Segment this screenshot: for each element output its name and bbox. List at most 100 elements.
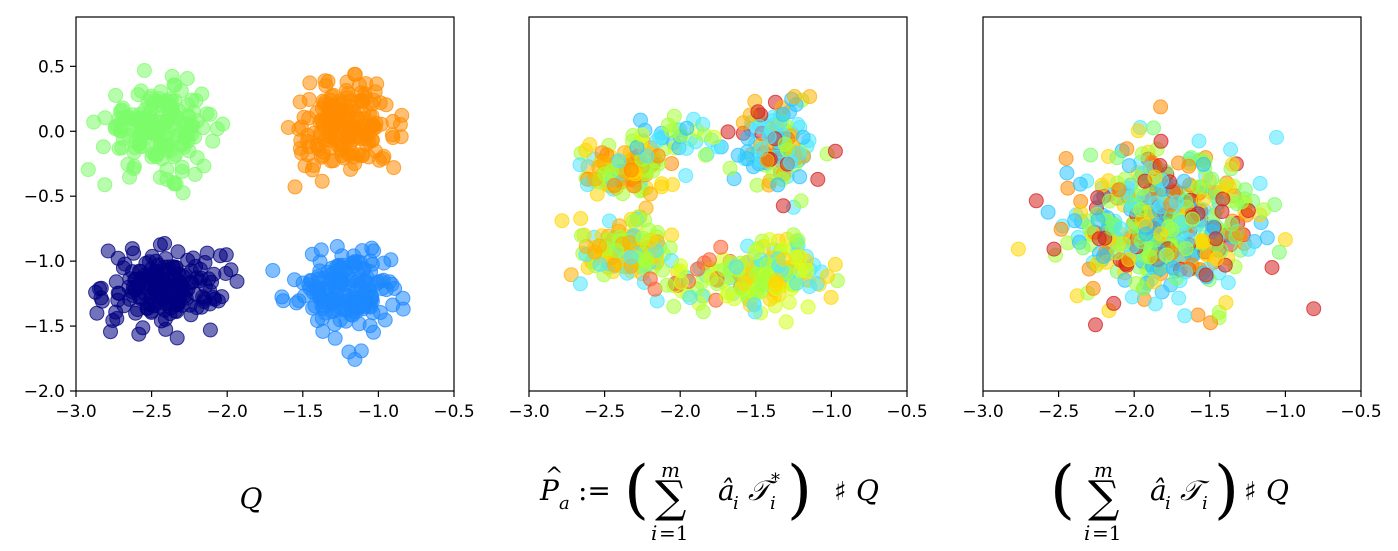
- point: [287, 179, 303, 195]
- point: [793, 263, 809, 279]
- point: [792, 169, 808, 185]
- point: [302, 75, 318, 91]
- point: [1075, 240, 1091, 256]
- point: [109, 118, 125, 133]
- point: [690, 261, 705, 277]
- point: [1085, 280, 1101, 296]
- point: [1058, 151, 1074, 166]
- point: [291, 121, 307, 137]
- point: [175, 136, 191, 152]
- point: [673, 274, 689, 290]
- point: [1102, 193, 1118, 209]
- point: [311, 271, 327, 287]
- svg-text:): ): [787, 453, 812, 527]
- point: [318, 78, 334, 94]
- svg-text::=: :=: [578, 474, 611, 507]
- point: [1224, 156, 1240, 172]
- point: [1124, 289, 1140, 305]
- caption-left: Q: [240, 482, 263, 515]
- point: [1223, 142, 1239, 157]
- point: [698, 147, 713, 163]
- point: [309, 287, 325, 302]
- point: [210, 293, 226, 309]
- point: [1109, 150, 1125, 166]
- point: [1095, 248, 1111, 264]
- point: [572, 276, 588, 292]
- point: [180, 97, 196, 113]
- point: [554, 213, 570, 229]
- point: [108, 304, 124, 320]
- point: [1240, 241, 1256, 257]
- point: [609, 243, 624, 259]
- point: [185, 250, 201, 266]
- point: [819, 268, 835, 284]
- point: [196, 158, 212, 174]
- point: [174, 163, 190, 179]
- svg-text:P: P: [539, 474, 560, 507]
- point: [1153, 99, 1169, 115]
- point: [1146, 120, 1161, 136]
- point: [623, 249, 639, 265]
- point: [131, 326, 147, 342]
- point: [209, 121, 225, 137]
- x-tick-label: −2.0: [1114, 402, 1155, 422]
- x-tick-label: −0.5: [886, 402, 927, 422]
- point: [736, 275, 752, 291]
- point: [122, 169, 137, 185]
- point: [1203, 315, 1218, 331]
- point: [1208, 231, 1224, 247]
- point: [578, 142, 594, 158]
- point: [1218, 295, 1234, 311]
- svg-text:): ): [1214, 453, 1239, 527]
- point: [810, 171, 826, 187]
- point: [746, 297, 762, 313]
- point: [1196, 156, 1211, 172]
- axes-frame: [75, 16, 455, 392]
- point: [604, 163, 620, 179]
- x-tick-label: −0.5: [1340, 402, 1381, 422]
- point: [664, 156, 680, 172]
- point: [315, 323, 331, 339]
- point: [287, 272, 302, 288]
- y-tick-label: −0.5: [24, 187, 65, 207]
- point: [1256, 202, 1272, 218]
- point: [682, 290, 698, 306]
- point: [160, 259, 176, 275]
- point: [740, 131, 756, 146]
- point: [143, 88, 159, 104]
- svg-text:Q: Q: [856, 474, 879, 507]
- point: [179, 71, 195, 86]
- svg-text:i: i: [651, 521, 657, 545]
- svg-text:a: a: [559, 493, 570, 514]
- point: [572, 157, 588, 173]
- point: [634, 127, 650, 143]
- point: [385, 297, 401, 313]
- point: [1147, 169, 1163, 185]
- point: [697, 127, 712, 143]
- point: [387, 281, 403, 296]
- point: [607, 177, 622, 193]
- point: [823, 289, 839, 305]
- point: [315, 148, 331, 164]
- point: [1059, 165, 1075, 181]
- point: [802, 89, 818, 105]
- point: [376, 148, 392, 164]
- point: [386, 160, 402, 176]
- point: [793, 193, 809, 209]
- svg-text:∑: ∑: [1088, 472, 1119, 523]
- point: [740, 151, 755, 167]
- point: [1259, 230, 1275, 246]
- point: [130, 111, 146, 127]
- point: [1191, 133, 1207, 149]
- x-tick-label: −2.0: [207, 402, 248, 422]
- point: [347, 352, 363, 367]
- point: [218, 247, 234, 263]
- point: [169, 330, 185, 346]
- point: [291, 293, 307, 309]
- point: [728, 259, 744, 275]
- point: [709, 276, 725, 292]
- svg-text:â: â: [718, 474, 735, 507]
- point: [1165, 260, 1181, 276]
- point: [759, 153, 775, 168]
- point: [664, 123, 680, 139]
